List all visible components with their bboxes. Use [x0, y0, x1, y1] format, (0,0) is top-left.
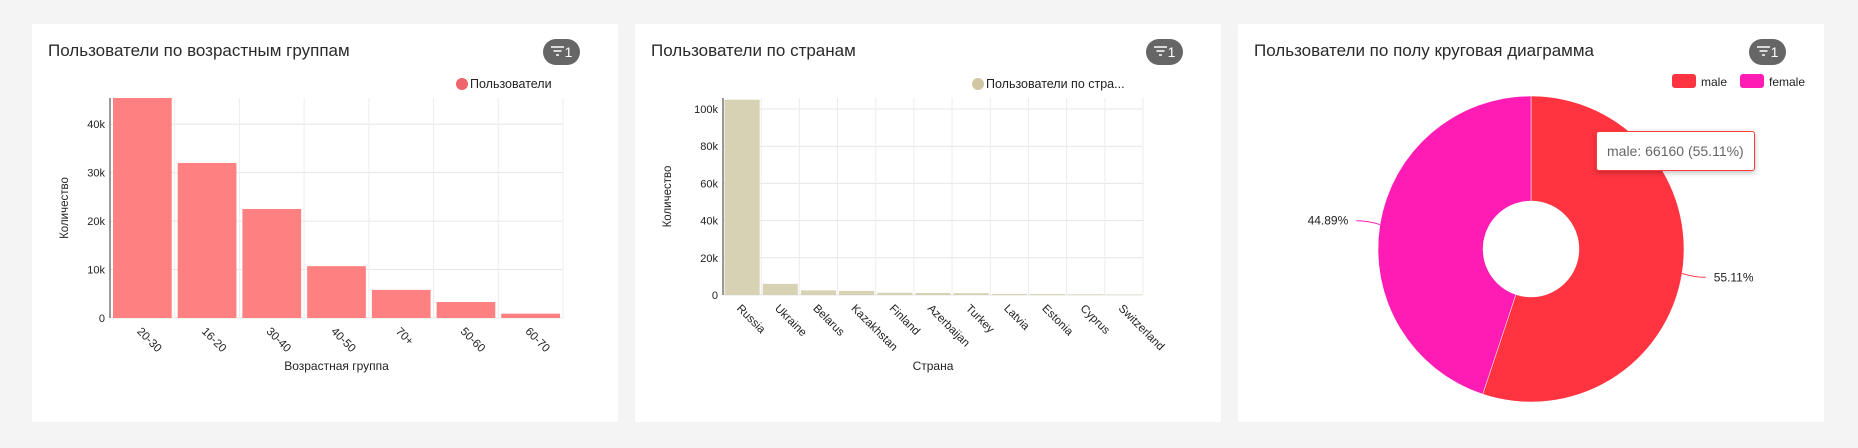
legend-label: Пользователи по стра... [986, 77, 1125, 91]
legend-marker [1672, 74, 1696, 88]
x-tick-label: Latvia [1001, 303, 1032, 334]
gender-card: Пользователи по полу круговая диаграмма … [1238, 24, 1824, 422]
bar [953, 293, 989, 295]
bar [1029, 294, 1066, 295]
x-axis-label: Возрастная группа [284, 359, 389, 373]
x-tick-label: Switzerland [1116, 303, 1167, 354]
x-tick-label: 50-60 [458, 326, 487, 355]
y-tick-label: 40k [700, 216, 718, 228]
slice-label: 44.89% [1308, 214, 1349, 228]
bar [877, 292, 913, 295]
x-tick-label: Belarus [810, 303, 846, 339]
bar [724, 99, 760, 295]
bar [915, 292, 951, 295]
bar [436, 302, 496, 318]
legend-marker [456, 78, 468, 90]
bar [501, 313, 560, 318]
y-tick-label: 20k [87, 216, 105, 228]
leader-line [1681, 272, 1706, 278]
bar [307, 266, 366, 318]
y-tick-label: 80k [700, 141, 718, 153]
filter-count: 1 [1770, 44, 1779, 60]
x-tick-label: 40-50 [328, 326, 357, 355]
bar [371, 289, 431, 318]
legend-marker [972, 78, 984, 90]
legend-label: Пользователи [470, 77, 552, 91]
bar [177, 162, 237, 318]
card-title: Пользователи по полу круговая диаграмма [1254, 41, 1595, 60]
y-tick-label: 40k [87, 119, 105, 131]
y-tick-label: 20k [700, 253, 718, 265]
age-groups-bar-chart: 0 10k 20k 30k 40k 20-30 16-20 30-40 40-50 70+ 50-6… [59, 77, 564, 373]
x-tick-label: 60-70 [523, 326, 552, 355]
x-tick-label: Cyprus [1078, 303, 1112, 337]
filter-button[interactable]: 1 [543, 39, 580, 65]
bar [800, 290, 837, 295]
filter-icon [1756, 44, 1771, 60]
bar [1068, 294, 1104, 295]
y-tick-label: 0 [712, 290, 718, 302]
filter-button[interactable]: 1 [1146, 39, 1183, 65]
y-axis-label: Количество [59, 177, 71, 239]
gender-pie-chart: 55.11% 44.89% male female [1308, 74, 1805, 403]
legend-label: male [1701, 75, 1727, 89]
countries-card: Пользователи по странам 1 0 20k 40k 60k 80k 1… [635, 24, 1221, 422]
y-axis-label: Количество [662, 166, 674, 228]
x-tick-label: Turkey [963, 303, 996, 336]
filter-icon [550, 44, 565, 60]
filter-count: 1 [564, 44, 573, 60]
filter-button[interactable]: 1 [1749, 39, 1786, 65]
x-tick-label: Finland [887, 303, 922, 338]
y-tick-label: 30k [87, 168, 105, 180]
card-title: Пользователи по возрастным группам [48, 41, 350, 60]
card-title: Пользователи по странам [651, 41, 856, 60]
y-tick-label: 10k [87, 265, 105, 277]
filter-icon [1153, 44, 1168, 60]
filter-count: 1 [1167, 44, 1176, 60]
bar [762, 283, 798, 295]
x-axis-label: Страна [913, 359, 954, 373]
bar [242, 209, 302, 318]
x-tick-label: 30-40 [264, 326, 293, 355]
chart-tooltip: male: 66160 (55.11%) [1596, 131, 1755, 171]
bar [839, 290, 875, 295]
x-tick-label: 16-20 [199, 326, 228, 355]
legend-marker [1740, 74, 1764, 88]
bar [1106, 294, 1142, 295]
x-tick-label: 70+ [393, 326, 415, 348]
y-tick-label: 60k [700, 178, 718, 190]
y-tick-label: 0 [99, 313, 105, 325]
x-tick-label: Estonia [1039, 303, 1075, 339]
bar [113, 98, 172, 318]
x-tick-label: Russia [734, 303, 768, 337]
x-tick-label: 20-30 [134, 326, 163, 355]
bar [991, 293, 1027, 295]
x-tick-label: Ukraine [772, 303, 809, 340]
legend-label: female [1769, 75, 1805, 89]
slice-label: 55.11% [1714, 270, 1754, 284]
y-tick-label: 100k [694, 104, 718, 116]
age-groups-card: Пользователи по возрастным группам 1 0 10… [32, 24, 618, 422]
pie-slice [1377, 95, 1532, 395]
leader-line [1356, 220, 1381, 226]
